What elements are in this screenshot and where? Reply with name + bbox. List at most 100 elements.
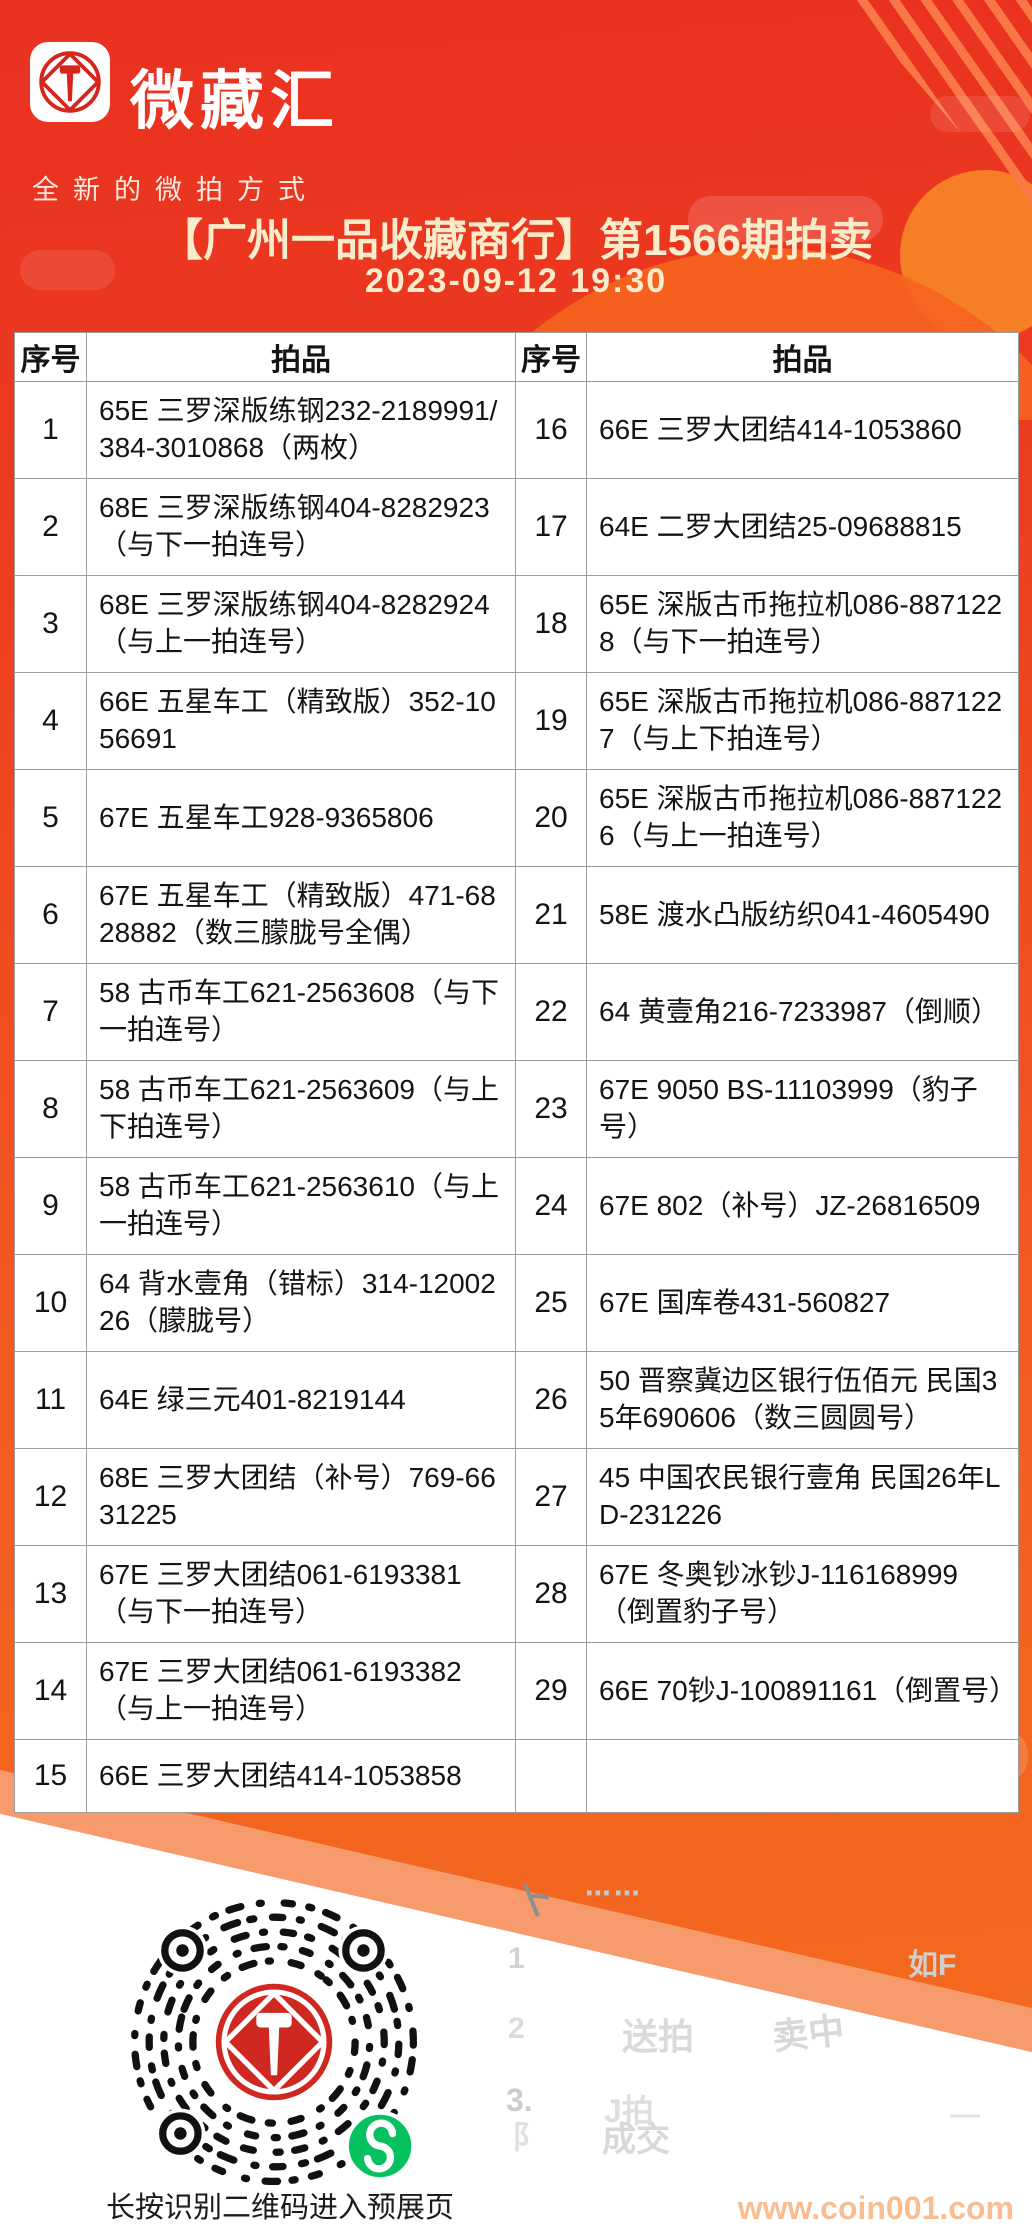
row-number-cell: 23 bbox=[515, 1060, 587, 1158]
table-row: 14 67E 三罗大团结061-6193382（与上一拍连号） 29 66E 70钞J… bbox=[14, 1642, 1019, 1740]
watermark: www.coin001.com bbox=[737, 2190, 1014, 2226]
ghost-text: 1 bbox=[508, 1942, 525, 1975]
table-row: 3 68E 三罗深版练钢404-8282924（与上一拍连号） 18 65E 深版古币… bbox=[14, 575, 1019, 673]
table-header-row: 序号 拍品 序号 拍品 bbox=[14, 332, 1019, 382]
table-row: 10 64 背水壹角（错标）314-1200226（朦胧号） 25 67E 国库卷43… bbox=[14, 1254, 1019, 1352]
row-number-cell: 29 bbox=[515, 1642, 587, 1740]
qr-caption: 长按识别二维码进入预展页 bbox=[105, 2192, 454, 2224]
row-number-cell: 26 bbox=[515, 1351, 587, 1449]
ghost-text: 阝 bbox=[512, 2119, 545, 2155]
item-cell: 66E 70钞J-100891161（倒置号） bbox=[586, 1642, 1019, 1740]
qr-code[interactable] bbox=[118, 1886, 430, 2198]
item-cell bbox=[586, 1739, 1019, 1813]
item-cell: 64 黄壹角216-7233987（倒顺） bbox=[586, 963, 1019, 1061]
app-logo bbox=[30, 42, 110, 122]
row-number-cell: 25 bbox=[515, 1254, 587, 1352]
row-number-cell bbox=[515, 1739, 587, 1813]
item-cell: 65E 深版古币拖拉机086-8871226（与上一拍连号） bbox=[586, 769, 1019, 867]
row-number-cell: 28 bbox=[515, 1545, 587, 1643]
row-number-cell: 7 bbox=[14, 963, 87, 1061]
ghost-text: 3. bbox=[506, 2082, 533, 2118]
table-row: 12 68E 三罗大团结（补号）769-6631225 27 45 中国农民银行壹角 … bbox=[14, 1448, 1019, 1546]
ghost-text: ⋯⋯ bbox=[585, 1878, 643, 1908]
ghost-text: 成交 bbox=[602, 2121, 670, 2159]
auction-datetime: 2023-09-12 19:30 bbox=[364, 262, 668, 300]
brand-name: 微藏汇 bbox=[130, 65, 340, 137]
ghost-text: J拍 bbox=[604, 2093, 654, 2129]
item-cell: 67E 国库卷431-560827 bbox=[586, 1254, 1019, 1352]
item-cell: 68E 三罗深版练钢404-8282923（与下一拍连号） bbox=[86, 478, 516, 576]
table-row: 13 67E 三罗大团结061-6193381（与下一拍连号） 28 67E 冬奥钞冰… bbox=[14, 1545, 1019, 1643]
item-cell: 58 古币车工621-2563610（与上一拍连号） bbox=[86, 1157, 516, 1255]
table-row: 11 64E 绿三元401-8219144 26 50 晋察冀边区银行伍佰元 民国35… bbox=[14, 1351, 1019, 1449]
row-number-cell: 20 bbox=[515, 769, 587, 867]
ghost-text: 2 bbox=[508, 2012, 525, 2045]
table-row: 15 66E 三罗大团结414-1053858 bbox=[14, 1739, 1019, 1813]
table-row: 7 58 古币车工621-2563608（与下一拍连号） 22 64 黄壹角216-7… bbox=[14, 963, 1019, 1061]
item-cell: 65E 深版古币拖拉机086-8871228（与下一拍连号） bbox=[586, 575, 1019, 673]
row-number-cell: 1 bbox=[14, 381, 87, 479]
auction-table-body: 1 65E 三罗深版练钢232-2189991/384-3010868（两枚） 16… bbox=[14, 381, 1019, 1813]
gavel-coin-icon bbox=[39, 51, 101, 113]
item-cell: 66E 五星车工（精致版）352-1056691 bbox=[86, 672, 516, 770]
item-cell: 64E 二罗大团结25-09688815 bbox=[586, 478, 1019, 576]
header-item-left: 拍品 bbox=[86, 332, 516, 382]
wechat-miniprogram-icon bbox=[344, 2110, 416, 2182]
brand-tagline: 全新的微拍方式 bbox=[32, 175, 319, 205]
row-number-cell: 5 bbox=[14, 769, 87, 867]
item-cell: 67E 五星车工（精致版）471-6828882（数三朦胧号全偶） bbox=[86, 866, 516, 964]
row-number-cell: 10 bbox=[14, 1254, 87, 1352]
table-row: 5 67E 五星车工928-9365806 20 65E 深版古币拖拉机086-887… bbox=[14, 769, 1019, 867]
item-cell: 66E 三罗大团结414-1053858 bbox=[86, 1739, 516, 1813]
header-number-left: 序号 bbox=[14, 332, 87, 382]
item-cell: 58E 渡水凸版纺织041-4605490 bbox=[586, 866, 1019, 964]
item-cell: 45 中国农民银行壹角 民国26年LD-231226 bbox=[586, 1448, 1019, 1546]
item-cell: 67E 三罗大团结061-6193381（与下一拍连号） bbox=[86, 1545, 516, 1643]
item-cell: 64E 绿三元401-8219144 bbox=[86, 1351, 516, 1449]
qr-position-markers bbox=[155, 1925, 389, 2159]
item-cell: 68E 三罗深版练钢404-8282924（与上一拍连号） bbox=[86, 575, 516, 673]
row-number-cell: 14 bbox=[14, 1642, 87, 1740]
table-row: 2 68E 三罗深版练钢404-8282923（与下一拍连号） 17 64E 二罗大团… bbox=[14, 478, 1019, 576]
row-number-cell: 24 bbox=[515, 1157, 587, 1255]
item-cell: 64 背水壹角（错标）314-1200226（朦胧号） bbox=[86, 1254, 516, 1352]
item-cell: 65E 三罗深版练钢232-2189991/384-3010868（两枚） bbox=[86, 381, 516, 479]
item-cell: 68E 三罗大团结（补号）769-6631225 bbox=[86, 1448, 516, 1546]
item-cell: 67E 冬奥钞冰钞J-116168999（倒置豹子号） bbox=[586, 1545, 1019, 1643]
auction-title: 【广州一品收藏商行】第1566期拍卖 bbox=[159, 216, 873, 265]
row-number-cell: 17 bbox=[515, 478, 587, 576]
row-number-cell: 18 bbox=[515, 575, 587, 673]
table-row: 4 66E 五星车工（精致版）352-1056691 19 65E 深版古币拖拉机08… bbox=[14, 672, 1019, 770]
row-number-cell: 4 bbox=[14, 672, 87, 770]
row-number-cell: 12 bbox=[14, 1448, 87, 1546]
item-cell: 67E 9050 BS-11103999（豹子号） bbox=[586, 1060, 1019, 1158]
ghost-text: — bbox=[950, 2098, 980, 2131]
row-number-cell: 2 bbox=[14, 478, 87, 576]
cloud-decoration bbox=[20, 250, 115, 290]
item-cell: 66E 三罗大团结414-1053860 bbox=[586, 381, 1019, 479]
item-cell: 58 古币车工621-2563609（与上下拍连号） bbox=[86, 1060, 516, 1158]
ghost-text: 送拍 bbox=[622, 2016, 695, 2057]
table-row: 8 58 古币车工621-2563609（与上下拍连号） 23 67E 9050 BS… bbox=[14, 1060, 1019, 1158]
table-row: 1 65E 三罗深版练钢232-2189991/384-3010868（两枚） 16… bbox=[14, 381, 1019, 479]
auction-table: 序号 拍品 序号 拍品 1 65E 三罗深版练钢232-2189991/384-3… bbox=[14, 332, 1019, 1813]
row-number-cell: 15 bbox=[14, 1739, 87, 1813]
row-number-cell: 11 bbox=[14, 1351, 87, 1449]
cloud-decoration bbox=[688, 196, 883, 242]
row-number-cell: 3 bbox=[14, 575, 87, 673]
cloud-decoration bbox=[930, 96, 1030, 132]
header-number-right: 序号 bbox=[515, 332, 587, 382]
item-cell: 50 晋察冀边区银行伍佰元 民国35年690606（数三圆圆号） bbox=[586, 1351, 1019, 1449]
row-number-cell: 13 bbox=[14, 1545, 87, 1643]
row-number-cell: 16 bbox=[515, 381, 587, 479]
row-number-cell: 8 bbox=[14, 1060, 87, 1158]
item-cell: 67E 三罗大团结061-6193382（与上一拍连号） bbox=[86, 1642, 516, 1740]
row-number-cell: 27 bbox=[515, 1448, 587, 1546]
row-number-cell: 21 bbox=[515, 866, 587, 964]
gavel-coin-icon bbox=[207, 1975, 341, 2109]
row-number-cell: 22 bbox=[515, 963, 587, 1061]
table-row: 9 58 古币车工621-2563610（与上一拍连号） 24 67E 802（补号）… bbox=[14, 1157, 1019, 1255]
item-cell: 67E 五星车工928-9365806 bbox=[86, 769, 516, 867]
header-item-right: 拍品 bbox=[586, 332, 1019, 382]
